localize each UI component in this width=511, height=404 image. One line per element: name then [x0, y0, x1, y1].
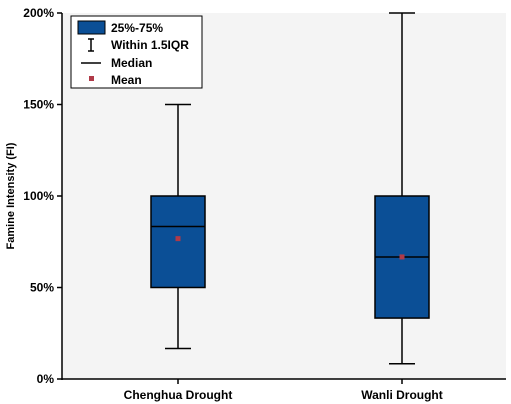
- y-tick-label: 100%: [23, 189, 54, 203]
- legend-entry-median: Median: [111, 56, 152, 70]
- boxes: [150, 12, 430, 365]
- x-tick-label: Wanli Drought: [361, 388, 443, 402]
- y-ticks: 0% 50% 100% 150% 200%: [23, 6, 62, 386]
- box-group: [150, 103, 206, 350]
- mean-marker: [399, 254, 405, 260]
- legend-entry-iqr: 25%-75%: [111, 21, 163, 35]
- legend: 25%-75% Within 1.5IQR Median Mean: [70, 15, 203, 89]
- x-tick-label: Chenghua Drought: [124, 388, 233, 402]
- y-tick-label: 150%: [23, 98, 54, 112]
- y-tick-label: 50%: [30, 281, 54, 295]
- y-tick-label: 0%: [37, 372, 55, 386]
- iqr-box: [150, 195, 206, 289]
- y-axis-label: Famine Intensity (FI): [5, 142, 17, 249]
- box-group: [374, 12, 430, 365]
- legend-entry-mean: Mean: [111, 73, 142, 87]
- x-ticks: Chenghua Drought Wanli Drought: [124, 379, 443, 402]
- mean-marker: [175, 236, 181, 242]
- legend-entry-whisker: Within 1.5IQR: [111, 38, 189, 52]
- y-tick-label: 200%: [23, 6, 54, 20]
- legend-whisker-icon: [88, 38, 94, 52]
- legend-mean-marker: [89, 76, 94, 81]
- legend-box-swatch: [77, 20, 106, 35]
